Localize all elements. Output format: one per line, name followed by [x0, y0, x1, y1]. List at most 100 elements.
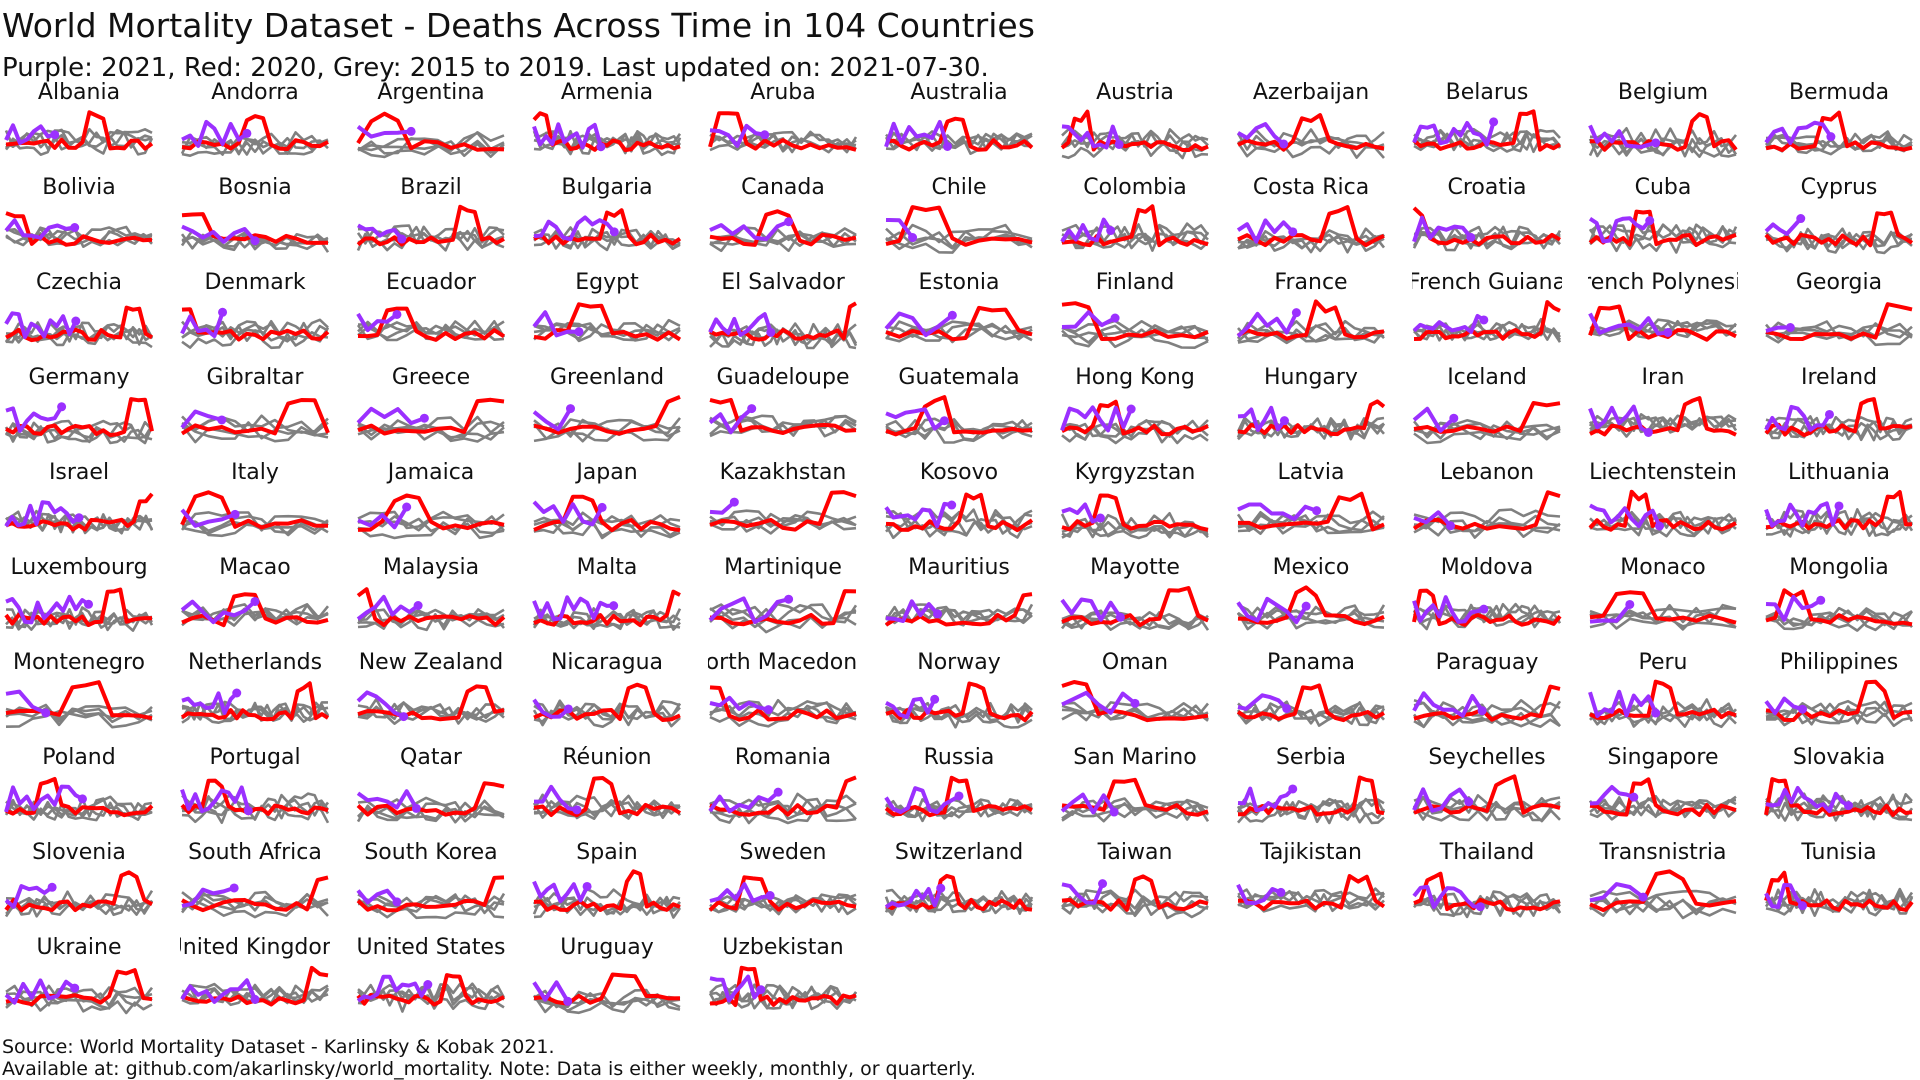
panel-label: Guatemala: [898, 365, 1019, 390]
line-baseline: [709, 698, 857, 718]
line-2020: [4, 870, 153, 913]
point-2021-latest: [1625, 599, 1635, 609]
line-2020: [1764, 210, 1914, 248]
panel-kyrgyzstan: Kyrgyzstan: [1060, 460, 1209, 540]
line-baseline: [884, 519, 1033, 540]
panel-mayotte: Mayotte: [1060, 555, 1210, 631]
line-2021: [1588, 124, 1657, 149]
panel-norway: Norway: [884, 650, 1034, 729]
line-2020: [1061, 204, 1209, 248]
panel-romania: Romania: [708, 745, 857, 825]
line-baseline: [1413, 519, 1561, 539]
line-2021: [180, 508, 236, 528]
line-2020: [1061, 586, 1209, 628]
panel-el-salvador: El Salvador: [708, 270, 858, 350]
line-baseline: [5, 703, 153, 723]
panel-moldova: Moldova: [1412, 555, 1562, 631]
point-2021-latest: [1475, 902, 1485, 912]
line-2021: [885, 599, 939, 623]
panel-label: Greece: [392, 365, 470, 390]
line-baseline: [533, 323, 681, 343]
point-2021-latest: [250, 994, 260, 1004]
panel-lithuania: Lithuania: [1764, 460, 1914, 538]
line-baseline: [1061, 801, 1209, 821]
panel-label: Mauritius: [908, 555, 1010, 580]
point-2021-latest: [563, 704, 573, 714]
line-2021: [1236, 311, 1299, 338]
line-2021: [1060, 405, 1134, 433]
line-baseline: [533, 519, 681, 540]
point-2021-latest: [1826, 132, 1836, 142]
panel-label: Mayotte: [1090, 555, 1180, 580]
panel-latvia: Latvia: [1236, 460, 1385, 535]
line-2021: [885, 696, 937, 720]
line-2020: [1588, 304, 1737, 342]
line-2021: [1061, 502, 1102, 524]
panel-label: Liechtenstein: [1589, 460, 1737, 485]
line-2021: [1236, 218, 1295, 244]
panel-israel: Israel: [4, 460, 154, 535]
panel-label: Mexico: [1273, 555, 1350, 580]
availability-caption: Available at: github.com/akarlinsky/worl…: [2, 1058, 976, 1080]
line-baseline: [1236, 132, 1385, 152]
panel-guatemala: Guatemala: [885, 365, 1034, 444]
panel-label: Andorra: [211, 80, 299, 105]
line-baseline: [180, 424, 329, 444]
panel-label: Greenland: [550, 365, 664, 390]
panel-label: Latvia: [1278, 460, 1345, 485]
panel-label: Switzerland: [895, 840, 1023, 865]
line-2021: [884, 501, 952, 529]
panel-ecuador: Ecuador: [356, 270, 506, 342]
panel-label: Jamaica: [386, 460, 475, 485]
panel-hungary: Hungary: [1236, 365, 1386, 441]
panel-label: Taiwan: [1097, 840, 1173, 865]
line-2021: [5, 689, 47, 715]
line-2020: [708, 111, 857, 152]
panel-greece: Greece: [356, 365, 505, 443]
line-2020: [1764, 870, 1914, 912]
panel-bulgaria: Bulgaria: [533, 175, 682, 252]
line-2020: [356, 875, 505, 913]
panel-label: Slovenia: [32, 840, 126, 865]
line-2020: [1413, 871, 1561, 913]
panel-label: Ecuador: [386, 270, 477, 295]
point-2021-latest: [1279, 416, 1289, 426]
point-2021-latest: [609, 601, 619, 611]
line-2021: [533, 215, 616, 242]
panel-south-korea: South Korea: [356, 840, 506, 920]
line-baseline: [884, 132, 1033, 152]
panel-guadeloupe: Guadeloupe: [708, 365, 857, 438]
line-2020: [1588, 209, 1737, 247]
line-baseline: [5, 795, 153, 816]
point-2021-latest: [47, 882, 57, 892]
line-2020: [1061, 493, 1209, 532]
line-baseline: [1237, 510, 1385, 529]
panel-colombia: Colombia: [1060, 175, 1210, 252]
panel-label: South Korea: [364, 840, 497, 865]
panel-label: Georgia: [1796, 270, 1882, 295]
line-2020: [181, 307, 330, 342]
panel-monaco: Monaco: [1589, 555, 1737, 631]
line-2020: [1765, 302, 1913, 341]
point-2021-latest: [1655, 521, 1665, 531]
panel-croatia: Croatia: [1412, 175, 1562, 252]
line-2021: [1588, 312, 1669, 336]
line-2021: [709, 974, 763, 1003]
line-2021: [1237, 786, 1295, 813]
line-baseline: [884, 320, 1033, 341]
panel-label: Chile: [931, 175, 986, 200]
panel-singapore: Singapore: [1588, 745, 1737, 821]
line-2021: [708, 312, 773, 337]
point-2021-latest: [1312, 506, 1322, 516]
line-2021: [1589, 882, 1645, 903]
point-2021-latest: [947, 500, 957, 510]
point-2021-latest: [597, 502, 607, 512]
line-baseline: [1237, 324, 1385, 344]
panel-label: France: [1274, 270, 1347, 295]
line-2021: [532, 500, 604, 527]
line-2021: [1412, 884, 1481, 909]
source-caption: Source: World Mortality Dataset - Karlin…: [2, 1036, 555, 1058]
point-2021-latest: [942, 141, 952, 151]
point-2021-latest: [747, 404, 757, 414]
line-2020: [1765, 588, 1913, 627]
